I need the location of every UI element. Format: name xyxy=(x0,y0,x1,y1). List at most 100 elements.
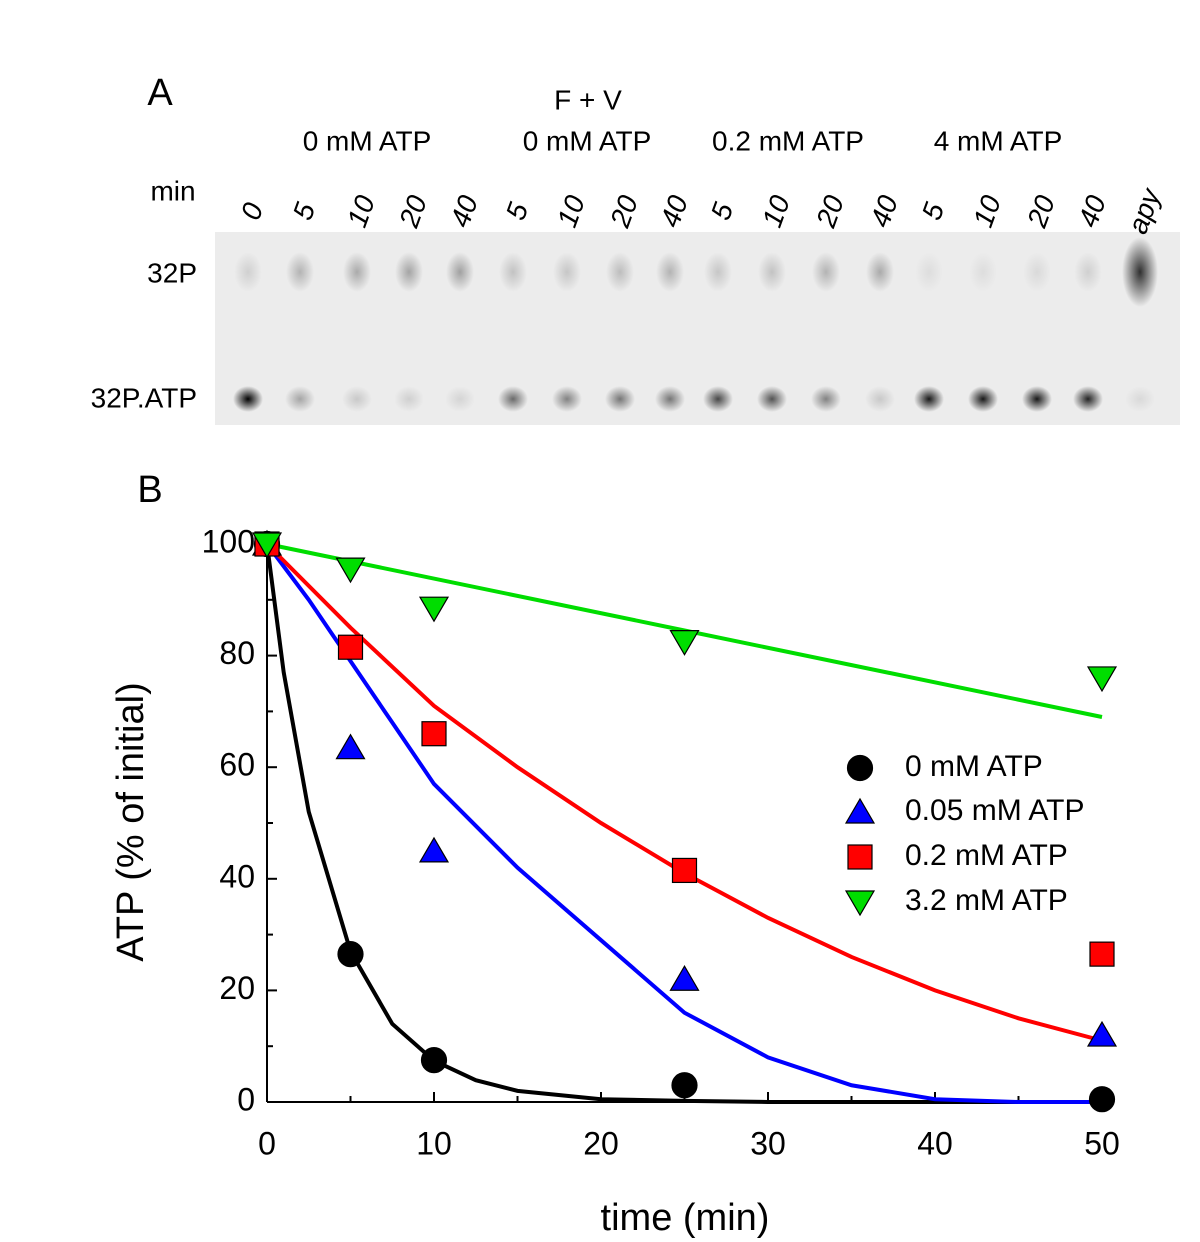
lane-label: 5 xyxy=(500,198,535,224)
gel-spot xyxy=(445,386,475,412)
gel-spot xyxy=(1023,252,1051,292)
gel-spot xyxy=(446,252,474,292)
band-label: 32P.ATP xyxy=(91,382,197,413)
marker xyxy=(418,596,450,623)
marker xyxy=(420,1047,448,1074)
gel-spot xyxy=(914,386,944,412)
legend-marker xyxy=(844,797,876,824)
gel-spot xyxy=(499,252,527,292)
marker xyxy=(671,1072,698,1099)
gel-spot xyxy=(704,252,732,292)
group-label: 4 mM ATP xyxy=(934,125,1063,156)
gel-spot xyxy=(866,252,894,292)
legend-label: 0 mM ATP xyxy=(905,750,1043,783)
group-label: 0 mM ATP xyxy=(303,125,432,156)
marker xyxy=(337,941,364,968)
fit-line xyxy=(265,542,1102,1104)
gel-spot xyxy=(1073,386,1103,412)
panel-label: B xyxy=(137,469,162,511)
lane-label: 0 xyxy=(235,198,270,224)
y-tick-label: 60 xyxy=(219,747,255,783)
gel-spot xyxy=(498,386,528,412)
lane-label: 5 xyxy=(705,198,740,224)
y-axis-label: ATP (% of initial) xyxy=(110,682,152,961)
marker xyxy=(1088,1086,1116,1113)
gel-spot xyxy=(758,252,786,292)
marker xyxy=(335,733,366,760)
lane-label: 40 xyxy=(864,191,904,231)
lane-label: 40 xyxy=(444,191,484,231)
group-label: 0.2 mM ATP xyxy=(712,125,864,156)
lane-label: 20 xyxy=(393,191,433,232)
x-tick-label: 0 xyxy=(258,1125,276,1161)
gel-spot xyxy=(343,252,371,292)
panel-label: A xyxy=(147,72,173,114)
gel-spot xyxy=(703,386,733,412)
marker xyxy=(335,557,366,584)
gel-spot xyxy=(395,252,423,292)
fit-line xyxy=(265,543,1102,1104)
marker xyxy=(1086,1020,1118,1047)
lane-label: 20 xyxy=(604,191,644,232)
x-axis-label: time (min) xyxy=(601,1197,770,1239)
gel-spot xyxy=(394,386,424,412)
gel-spot xyxy=(656,252,684,292)
x-tick-label: 20 xyxy=(583,1125,619,1161)
marker xyxy=(251,532,283,559)
lane-label: 40 xyxy=(654,191,694,231)
lane-label: 20 xyxy=(1021,191,1061,232)
gel-spot xyxy=(234,252,262,292)
gel-spot xyxy=(233,386,263,412)
lane-label: 10 xyxy=(967,191,1007,231)
gel-spot xyxy=(968,386,998,412)
gel-spot xyxy=(865,386,895,412)
gel-spot xyxy=(553,252,581,292)
gel-spot xyxy=(1074,252,1102,292)
legend-label: 0.05 mM ATP xyxy=(905,794,1085,827)
gel-spots xyxy=(233,237,1158,412)
legend-marker xyxy=(847,844,873,870)
gel-spot xyxy=(1022,386,1052,412)
lane-label: 10 xyxy=(756,191,796,231)
gel-spot xyxy=(812,252,840,292)
gel-spot xyxy=(811,386,841,412)
y-tick-label: 40 xyxy=(219,858,255,894)
gel-spot xyxy=(915,252,943,292)
lane-label: 5 xyxy=(287,198,322,224)
gel-spot xyxy=(286,252,314,292)
gel-spot xyxy=(655,386,685,412)
x-tick-label: 40 xyxy=(917,1125,953,1161)
legend-label: 0.2 mM ATP xyxy=(905,839,1068,872)
lane-label: 10 xyxy=(551,191,591,231)
gel-spot xyxy=(342,386,372,412)
y-tick-label: 100 xyxy=(202,523,255,559)
legend-marker xyxy=(844,890,876,917)
x-tick-label: 10 xyxy=(416,1125,452,1161)
marker xyxy=(1086,666,1118,693)
lane-label: 10 xyxy=(341,191,381,231)
marker xyxy=(337,634,364,660)
gel-image xyxy=(215,232,1180,425)
marker xyxy=(671,857,698,884)
gel-spot xyxy=(285,386,315,412)
lane-label: 40 xyxy=(1072,191,1112,231)
gel-spot xyxy=(969,252,997,292)
legend-marker xyxy=(846,754,874,782)
gel-spot xyxy=(606,252,634,292)
gel-header: F + V xyxy=(554,84,622,115)
group-label: 0 mM ATP xyxy=(523,125,652,156)
band-label: 32P xyxy=(147,257,197,288)
lane-label: apy xyxy=(1122,183,1167,238)
gel-spot xyxy=(552,386,582,412)
gel-spot xyxy=(1125,386,1155,412)
marker xyxy=(669,630,700,656)
gel-spot xyxy=(1122,237,1158,307)
gel-spot xyxy=(605,386,635,412)
y-tick-label: 80 xyxy=(219,635,255,671)
y-tick-label: 20 xyxy=(219,970,255,1006)
marker xyxy=(421,721,447,747)
x-tick-label: 30 xyxy=(750,1125,786,1161)
lane-label: 20 xyxy=(810,191,850,232)
